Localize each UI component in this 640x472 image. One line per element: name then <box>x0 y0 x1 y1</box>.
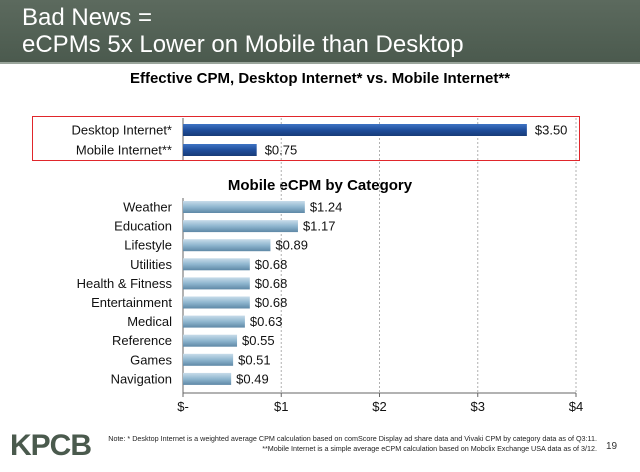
chart-1-category-label: Mobile Internet** <box>76 143 172 158</box>
chart-2-value-label: $1.24 <box>310 200 343 215</box>
x-tick-label: $- <box>177 399 189 414</box>
chart-2-bar <box>183 372 232 385</box>
slide-title-line-1: Bad News = <box>22 4 153 31</box>
chart-2-bar <box>183 258 250 271</box>
chart-1-title: Effective CPM, Desktop Internet* vs. Mob… <box>129 70 511 87</box>
chart-1-bar <box>183 124 527 136</box>
chart-2-category-label: Reference <box>112 333 172 348</box>
chart-2-category-label: Health & Fitness <box>77 276 173 291</box>
chart-2-value-label: $0.68 <box>255 295 288 310</box>
chart-1-bar <box>183 144 257 156</box>
chart-2-category-label: Games <box>130 352 172 367</box>
chart-2-value-label: $0.55 <box>242 333 275 348</box>
chart-2-bar <box>183 239 271 252</box>
chart-2-bar <box>183 353 234 366</box>
chart-2-category-label: Medical <box>127 314 172 329</box>
chart-2-bar <box>183 296 250 309</box>
footnote: Note: * Desktop Internet is a weighted a… <box>108 434 597 453</box>
chart-2-value-label: $0.89 <box>275 238 308 253</box>
chart-2-value-label: $0.63 <box>250 314 283 329</box>
chart-2-bar <box>183 277 250 290</box>
chart-1-category-label: Desktop Internet* <box>72 123 172 138</box>
chart-2-value-label: $1.17 <box>303 219 336 234</box>
chart-2-title: Mobile eCPM by Category <box>227 177 413 194</box>
highlight-box <box>32 116 580 161</box>
x-tick-label: $2 <box>372 399 386 414</box>
slide-title-line-2: eCPMs 5x Lower on Mobile than Desktop <box>22 31 464 58</box>
chart-1-value-label: $0.75 <box>265 143 298 158</box>
chart-2-bar <box>183 201 305 213</box>
slide-header: Bad News = eCPMs 5x Lower on Mobile than… <box>0 0 640 64</box>
chart-2-bar <box>183 334 238 347</box>
page-number: 19 <box>606 441 618 452</box>
chart-2-value-label: $0.68 <box>255 257 288 272</box>
chart-2-category-label: Entertainment <box>91 295 172 310</box>
chart-2-category-label: Navigation <box>111 371 172 386</box>
chart-2-value-label: $0.51 <box>238 352 271 367</box>
chart-2-bar <box>183 315 245 328</box>
chart-2-bar <box>183 220 298 233</box>
x-tick-label: $1 <box>274 399 288 414</box>
x-tick-label: $3 <box>471 399 485 414</box>
chart-2-category-label: Education <box>114 219 172 234</box>
bar-charts: Desktop Internet* $3.50 Mobile Internet** $… <box>72 118 583 414</box>
chart-2-category-label: Weather <box>123 200 173 215</box>
x-tick-label: $4 <box>569 399 583 414</box>
chart-2-category-label: Lifestyle <box>124 238 172 253</box>
kpcb-logo: KPCB <box>10 429 92 462</box>
chart-2-value-label: $0.68 <box>255 276 288 291</box>
chart-2-category-label: Utilities <box>130 257 172 272</box>
chart-1-value-label: $3.50 <box>535 123 568 138</box>
chart-2-value-label: $0.49 <box>236 371 269 386</box>
